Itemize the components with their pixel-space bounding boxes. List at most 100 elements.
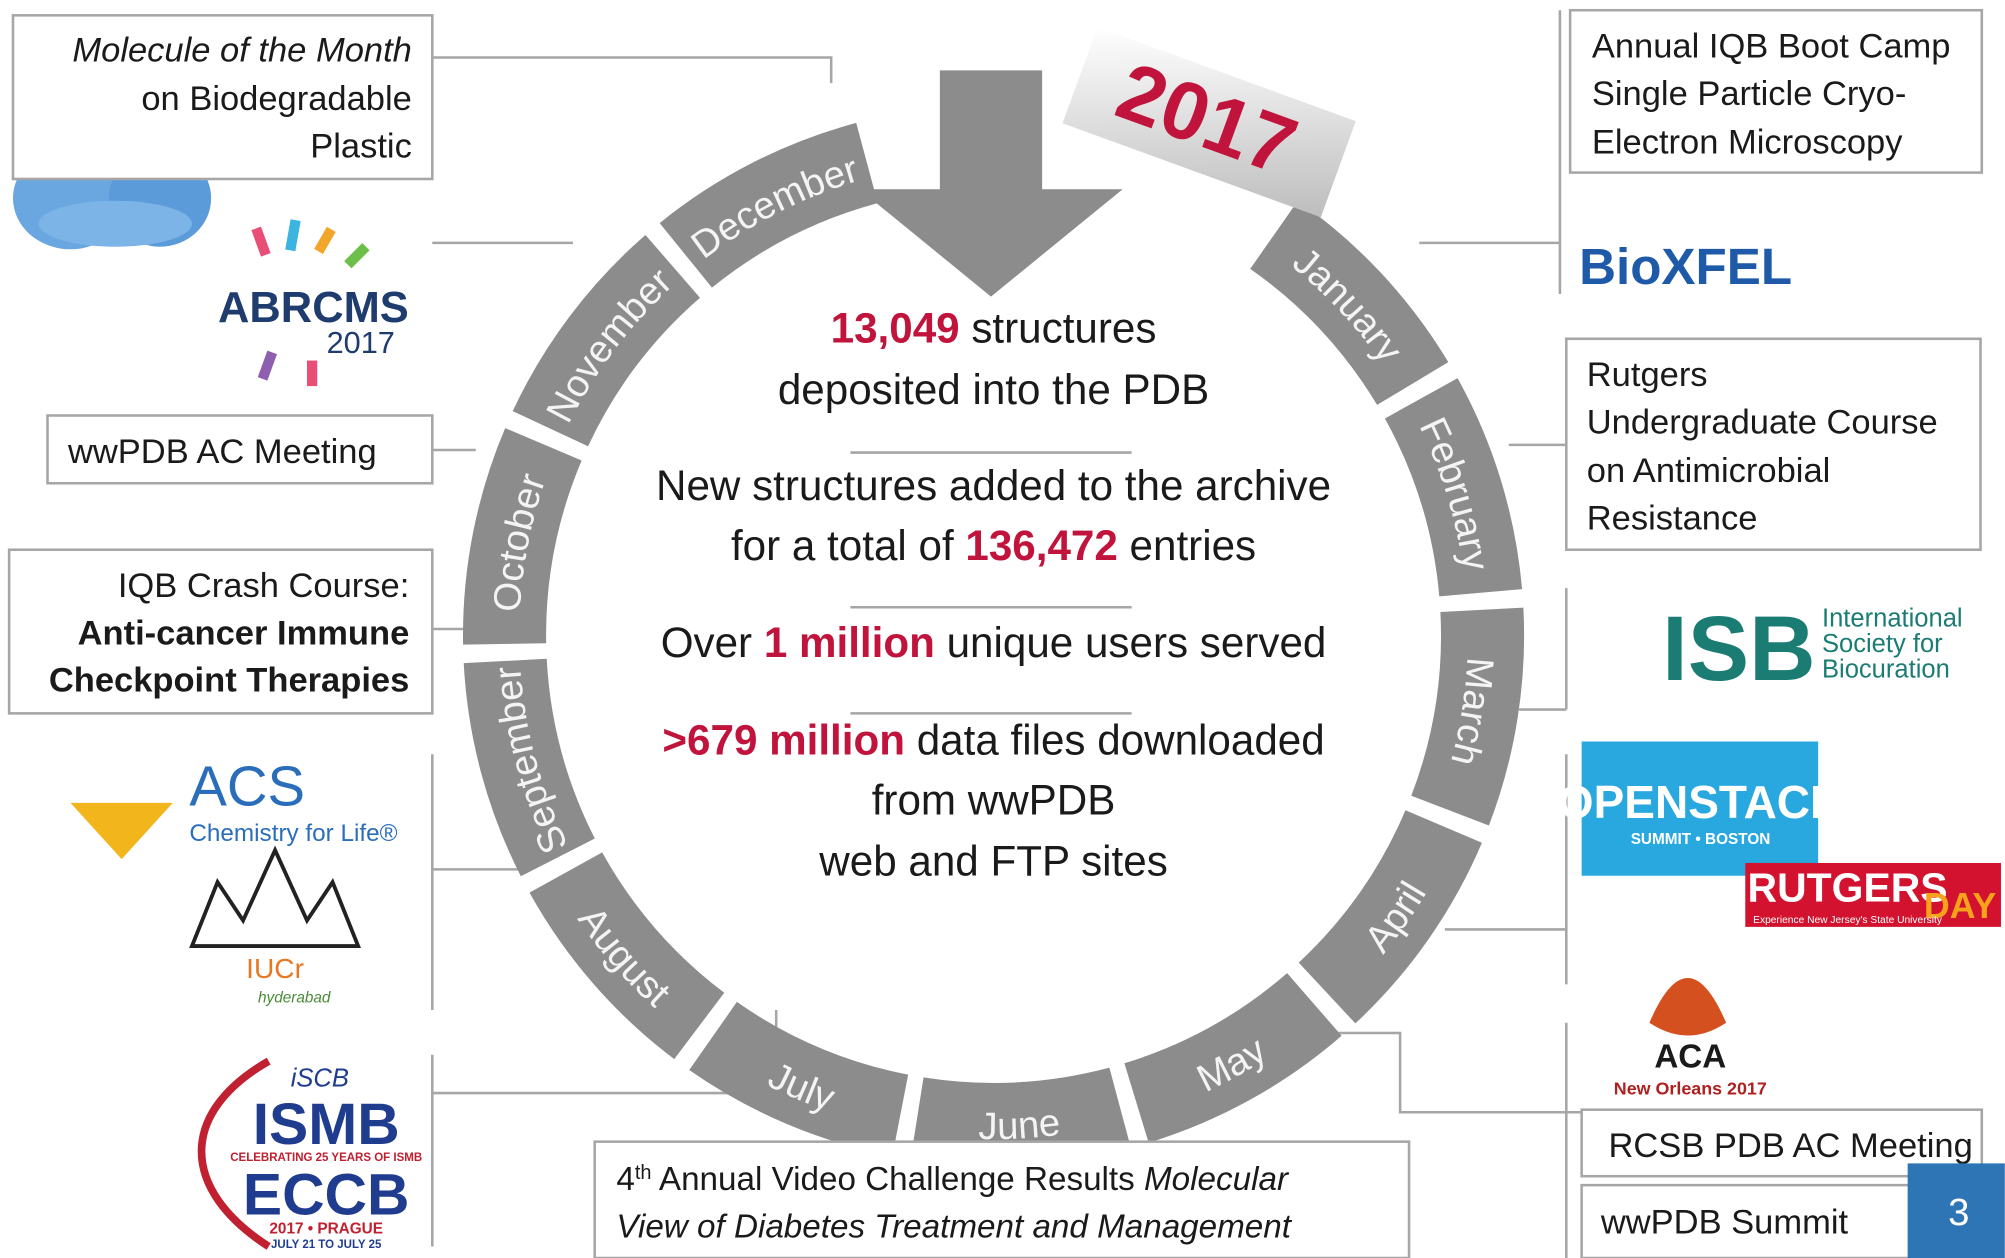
events: Molecule of the Month on Biodegradable Pla… [7, 8, 1984, 1258]
connector [432, 56, 833, 84]
text-line: deposited into the PDB [778, 366, 1209, 413]
text-run: View of Diabetes Treatment and Managemen… [616, 1209, 1292, 1246]
event-box [7, 548, 434, 715]
text-run: Single Particle Cryo- [1592, 75, 1906, 113]
text-run: entries [1118, 522, 1256, 569]
logo-text: CELEBRATING 25 YEARS OF ISMB [230, 1152, 422, 1164]
text-run: web and FTP sites [818, 838, 1167, 885]
dividers [850, 451, 1132, 715]
text-run: Rutgers [1587, 356, 1708, 394]
text-run: on Antimicrobial [1587, 452, 1831, 490]
text-run: Molecule of the Month [72, 31, 411, 69]
logo-text: iSCB [291, 1065, 349, 1093]
logo-text: ACS [189, 754, 305, 817]
year-banner: 2017 [1062, 27, 1356, 218]
arrow [859, 70, 1123, 297]
month-segment [1411, 607, 1525, 826]
abrcms-art [251, 219, 370, 387]
text-line: Molecule of the Month [72, 31, 411, 69]
text-run: 1 million [764, 619, 935, 666]
logo-text: SUMMIT • BOSTON [1631, 831, 1771, 848]
text-run: data files downloaded [905, 716, 1325, 763]
text-run: Molecular [1144, 1161, 1290, 1198]
text-run: >679 million [662, 716, 905, 763]
text-run: Resistance [1587, 499, 1758, 537]
text-line: wwPDB Summit [1600, 1204, 1849, 1242]
logo-text: RUTGERS [1748, 864, 1948, 910]
page-number: 3 [1948, 1191, 1969, 1234]
text-run: deposited into the PDB [778, 366, 1209, 413]
event-box [46, 414, 434, 485]
logo-bg [1581, 741, 1819, 876]
logo-text: ISMB [253, 1092, 400, 1157]
text-line: RCSB PDB AC Meeting [1608, 1127, 1972, 1165]
text-line: on Antimicrobial [1587, 452, 1831, 490]
text-line: Annual IQB Boot Camp [1592, 28, 1951, 66]
text-run: Checkpoint Therapies [49, 662, 409, 700]
text-run: wwPDB Summit [1600, 1204, 1849, 1242]
text-run: 13,049 [831, 305, 960, 352]
banner-tag [1062, 27, 1356, 218]
text-run: Annual IQB Boot Camp [1592, 28, 1951, 66]
month-label: June [978, 1101, 1062, 1148]
text-line: Plastic [310, 127, 412, 165]
logo-text: New Orleans 2017 [1614, 1078, 1767, 1098]
text-run: Over [661, 619, 764, 666]
text-run: Anti-cancer Immune [78, 614, 410, 652]
logo-text: Society for [1822, 630, 1943, 658]
logo-text: Biocuration [1822, 656, 1950, 684]
logo-text: JULY 21 TO JULY 25 [271, 1239, 382, 1251]
text-run: 4 [616, 1161, 634, 1198]
stats: 13,049 structures deposited into the PDB N… [656, 305, 1331, 885]
page-number-box [1907, 1163, 2005, 1258]
connectors [431, 10, 1582, 1258]
text-run: from wwPDB [872, 776, 1116, 823]
month-segment [1250, 200, 1449, 405]
logo-text: 2017 • PRAGUE [269, 1221, 383, 1238]
month-ring: JanuaryFebruaryMarchAprilMayJuneJulyAugu… [462, 122, 1525, 1166]
logo-text: ECCB [243, 1163, 410, 1228]
logo-text: Chemistry for Life® [189, 820, 397, 847]
month-segment [689, 1001, 909, 1157]
text-run: New structures added to the archive [656, 462, 1331, 509]
text-line: Checkpoint Therapies [49, 662, 409, 700]
logo-text: BioXFEL [1579, 238, 1792, 295]
month-label-path: June [978, 1101, 1062, 1148]
text-line: View of Diabetes Treatment and Managemen… [616, 1209, 1292, 1246]
aca-mask [1649, 978, 1727, 1036]
text-line: from wwPDB [872, 776, 1116, 823]
text-line: web and FTP sites [818, 838, 1167, 885]
logo-text: OPENSTACK [1558, 776, 1844, 828]
logo-text: International [1822, 604, 1963, 632]
month-segment [529, 852, 725, 1060]
text-line: Anti-cancer Immune [78, 614, 410, 652]
text-line: Single Particle Cryo- [1592, 75, 1906, 113]
text-run: Electron Microscopy [1592, 123, 1903, 161]
text-run: unique users served [935, 619, 1327, 666]
event-box [1568, 8, 1984, 174]
text-line: Resistance [1587, 499, 1758, 537]
event-box [1565, 337, 1982, 552]
text-run: on Biodegradable [141, 80, 411, 118]
text-run: for a total of [731, 522, 965, 569]
logo-text: DAY [1924, 886, 1996, 926]
month-segment [462, 428, 582, 645]
text-line: on Biodegradable [141, 80, 411, 118]
text-line: New structures added to the archive [656, 462, 1331, 509]
ismb-helix [197, 1057, 271, 1250]
text-run: IQB Crash Course: [118, 567, 409, 605]
text-line: >679 million data files downloaded [662, 716, 1324, 763]
logo-text: 2017 [327, 325, 395, 360]
month-segment [1298, 810, 1482, 1024]
text-line: wwPDB AC Meeting [67, 433, 377, 471]
text-run: Annual Video Challenge Results [652, 1161, 1144, 1198]
text-run: 136,472 [965, 522, 1117, 569]
text-run: structures [960, 305, 1157, 352]
text-line: 4th Annual Video Challenge Results Molec… [616, 1161, 1290, 1198]
text-line: Over 1 million unique users served [661, 619, 1327, 666]
text-line: Undergraduate Course [1587, 403, 1938, 441]
logo-text: IUCr [246, 953, 304, 984]
logo-text: hyderabad [258, 989, 331, 1006]
month-segment [1384, 378, 1523, 597]
